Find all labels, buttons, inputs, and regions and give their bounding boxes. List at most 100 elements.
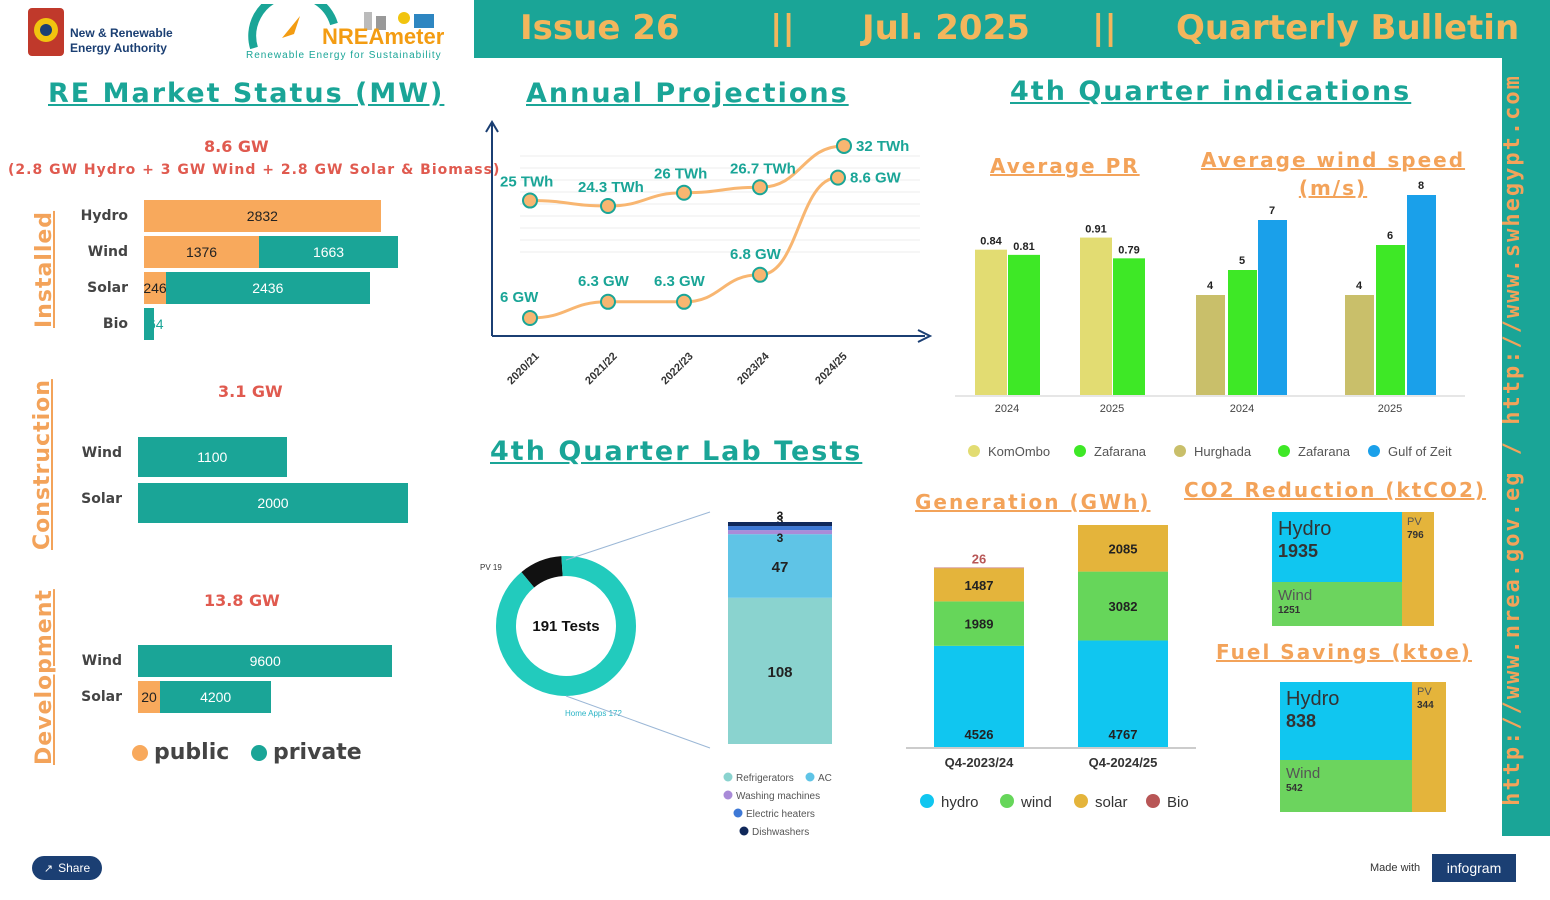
infogram-brand: infogram	[1446, 860, 1502, 876]
treemap-pv-value: 796	[1407, 530, 1424, 541]
q4-legend-label: Zafarana	[1094, 444, 1147, 459]
home-apps-legend-dot	[723, 790, 733, 800]
average-pr-title: Average PR	[990, 154, 1140, 178]
bar-public: 2832	[144, 200, 381, 232]
share-icon: ↗	[43, 862, 54, 875]
installed-total: 8.6 GW	[204, 137, 269, 156]
generation-legend-dot	[1074, 794, 1088, 808]
generation-value-label: 1989	[965, 617, 994, 632]
donut-slice	[496, 556, 636, 696]
installed-label: Installed	[32, 210, 57, 328]
q4-legend-label: KomOmbo	[988, 444, 1050, 459]
treemap-pv-cell: PV 796	[1402, 512, 1434, 626]
bar-private: 1100	[138, 437, 287, 477]
projection-point	[752, 266, 768, 283]
projection-point	[676, 293, 692, 310]
generation-value-label: 4767	[1109, 727, 1138, 742]
legend-private-label: private	[272, 740, 362, 765]
treemap-hydro-name: Hydro	[1286, 688, 1340, 710]
wind-bar	[1407, 195, 1436, 395]
pr-bar	[975, 249, 1007, 395]
treemap-pv-name: PV	[1407, 516, 1422, 528]
home-apps-value-label: 3	[777, 531, 784, 545]
donut-slice	[521, 556, 564, 588]
nreameter-logo: NREAmeter Renewable Energy for Sustainab…	[244, 0, 454, 61]
side-url[interactable]: http://www.nrea.gov.eg / http://www.swhe…	[1500, 74, 1525, 806]
treemap-hydro-value: 1935	[1278, 541, 1319, 561]
generation-legend-dot	[1146, 794, 1160, 808]
wind-bar	[1376, 245, 1405, 395]
projection-value-label: 26 TWh	[654, 166, 707, 183]
pr-bar	[1080, 237, 1112, 395]
treemap-wind-value: 1251	[1278, 605, 1301, 616]
callout-line	[565, 695, 711, 749]
q4-legend-dot	[1074, 445, 1086, 457]
y-axis-arrow-icon	[485, 120, 499, 133]
nrea-logo	[26, 6, 66, 58]
projection-point	[600, 293, 616, 310]
home-apps-legend-label: Dishwashers	[752, 827, 809, 838]
pr-value-label: 0.91	[1085, 224, 1106, 236]
header-band	[474, 0, 1550, 58]
projection-value-label: 6 GW	[500, 289, 539, 306]
generation-value-label: 26	[972, 552, 986, 567]
generation-segment	[1078, 571, 1168, 641]
generation-legend-label: Bio	[1167, 794, 1189, 811]
generation-category-label: Q4-2024/25	[1089, 755, 1158, 770]
generation-legend-label: solar	[1095, 794, 1128, 811]
treemap-pv-name: PV	[1417, 686, 1432, 698]
projection-point	[830, 169, 846, 186]
treemap-wind-name: Wind	[1286, 765, 1321, 782]
fuel-treemap: Hydro 838 Wind 542 PV 344	[1280, 682, 1446, 812]
home-apps-legend-dot	[723, 772, 733, 782]
generation-legend-dot	[1000, 794, 1014, 808]
treemap-wind-cell: Wind 1251	[1272, 582, 1402, 626]
wind-value-label: 5	[1239, 255, 1245, 267]
fuel-title: Fuel Savings (ktoe)	[1216, 640, 1472, 664]
x-tick-label: 2021/22	[583, 350, 620, 386]
generation-segment	[934, 645, 1024, 747]
construction-total: 3.1 GW	[218, 382, 283, 401]
projection-value-label: 6.3 GW	[578, 273, 630, 290]
generation-segment	[934, 567, 1024, 569]
projection-line	[529, 176, 839, 320]
wind-value-label: 7	[1269, 205, 1275, 217]
legend-public-label: public	[154, 740, 230, 765]
projection-point	[522, 192, 538, 209]
bar-private: 64	[144, 308, 164, 340]
pr-value-label: 0.79	[1118, 244, 1139, 256]
share-label: Share	[58, 861, 91, 875]
infogram-link[interactable]: infogram	[1432, 854, 1516, 882]
home-apps-segment	[728, 522, 832, 527]
generation-value-label: 4526	[965, 727, 994, 742]
share-button[interactable]: ↗ Share	[32, 856, 102, 880]
projection-point	[836, 137, 852, 154]
development-label: Development	[32, 589, 57, 765]
wind-bar	[1228, 270, 1257, 395]
bar-private: 2000	[138, 483, 408, 523]
x-tick-label: 2023/24	[735, 350, 772, 386]
bar-category-label: Solar	[81, 491, 122, 507]
projection-value-label: 26.7 TWh	[730, 160, 796, 177]
wind-value-label: 4	[1356, 280, 1363, 292]
x-tick-label: 2022/23	[659, 350, 696, 386]
treemap-wind-value: 542	[1286, 783, 1303, 794]
generation-value-label: 1487	[965, 578, 994, 593]
projection-value-label: 32 TWh	[856, 138, 909, 155]
projection-value-label: 8.6 GW	[850, 170, 902, 187]
right-band	[1502, 58, 1550, 836]
market-status-title: RE Market Status (MW)	[48, 78, 445, 109]
bar-category-label: Bio	[102, 316, 128, 332]
bar-public: 20	[138, 681, 160, 713]
home-apps-legend-label: Washing machines	[736, 791, 820, 802]
projection-point	[752, 179, 768, 196]
donut-pv-label: PV 19	[480, 563, 502, 572]
construction-label: Construction	[30, 379, 55, 550]
issue-date: Jul. 2025	[862, 8, 1030, 48]
header-separator-1: ||	[770, 8, 795, 48]
made-with-label: Made with	[1370, 862, 1421, 874]
home-apps-value-label: 3	[777, 513, 784, 527]
wind-bar	[1345, 295, 1374, 395]
wind-value-label: 8	[1418, 180, 1424, 192]
